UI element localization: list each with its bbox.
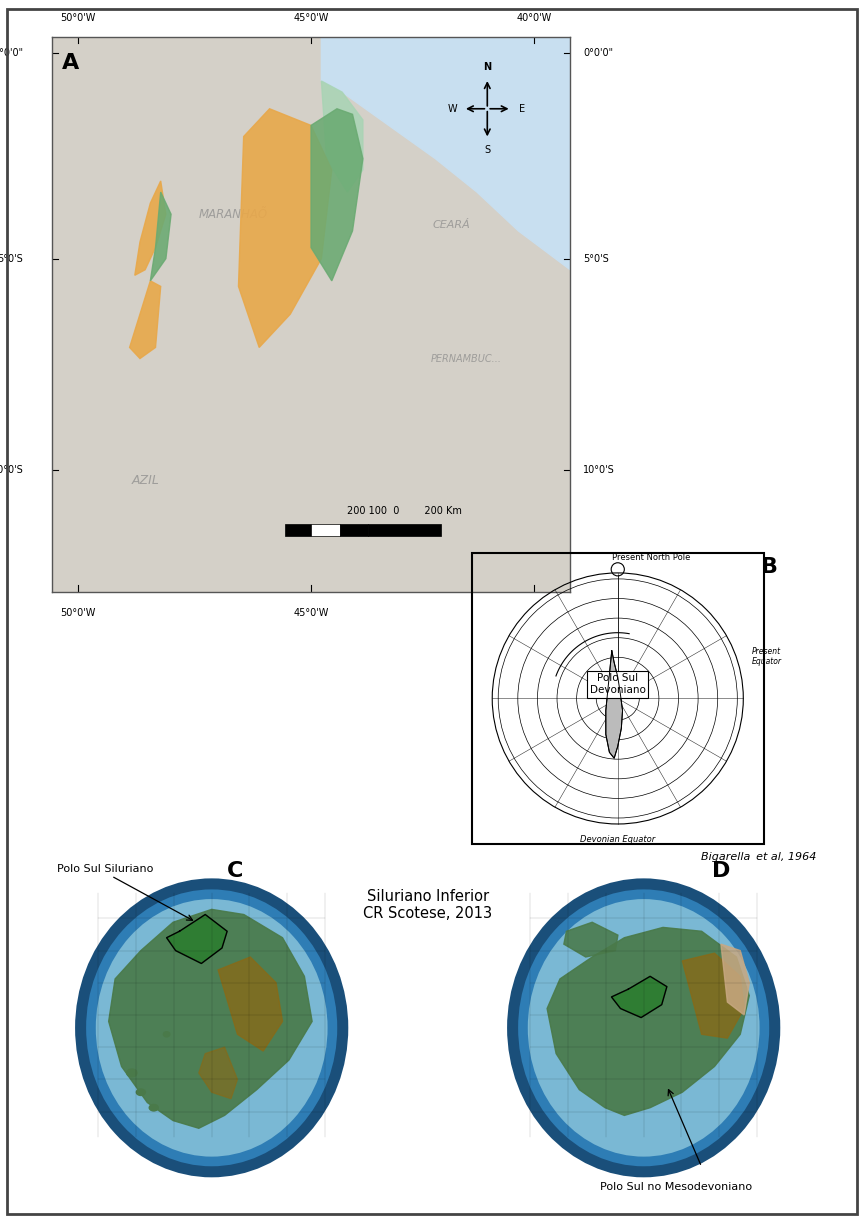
- Polygon shape: [683, 953, 744, 1038]
- Bar: [285, 523, 311, 537]
- Ellipse shape: [96, 899, 327, 1157]
- Polygon shape: [721, 944, 749, 1015]
- Ellipse shape: [149, 1104, 158, 1111]
- Text: Bigarella  et al, 1964: Bigarella et al, 1964: [701, 852, 816, 861]
- Text: D: D: [712, 861, 730, 881]
- Text: S: S: [484, 145, 491, 155]
- Text: MARANHAÕ: MARANHAÕ: [199, 207, 268, 221]
- Ellipse shape: [518, 889, 769, 1166]
- Text: CEARÁ: CEARÁ: [432, 221, 470, 231]
- Polygon shape: [321, 81, 363, 192]
- Polygon shape: [606, 650, 623, 759]
- Text: E: E: [519, 104, 525, 113]
- Text: 200 100  0        200 Km: 200 100 0 200 Km: [347, 506, 461, 516]
- Ellipse shape: [76, 880, 347, 1176]
- Polygon shape: [311, 109, 363, 281]
- Ellipse shape: [137, 1089, 145, 1096]
- Text: N: N: [483, 62, 492, 72]
- Ellipse shape: [127, 1069, 137, 1077]
- Bar: [368, 523, 441, 537]
- Text: W: W: [448, 104, 458, 113]
- Polygon shape: [547, 927, 749, 1115]
- Polygon shape: [135, 181, 166, 276]
- Text: Devonian Equator: Devonian Equator: [580, 834, 656, 844]
- Text: 40°0'W: 40°0'W: [517, 12, 551, 23]
- Text: 5°0'S: 5°0'S: [0, 254, 23, 264]
- Ellipse shape: [528, 899, 759, 1157]
- Text: 45°0'W: 45°0'W: [294, 12, 328, 23]
- Ellipse shape: [508, 880, 779, 1176]
- Text: 10°0'S: 10°0'S: [583, 465, 615, 475]
- Text: 0°0'0": 0°0'0": [0, 49, 23, 59]
- Text: Polo Sul Siluriano: Polo Sul Siluriano: [57, 865, 154, 875]
- Bar: [311, 523, 340, 537]
- Polygon shape: [238, 109, 332, 348]
- Ellipse shape: [86, 889, 337, 1166]
- Text: Present
Equator: Present Equator: [752, 647, 782, 666]
- Text: 50°0'W: 50°0'W: [60, 609, 95, 619]
- Polygon shape: [199, 1047, 238, 1099]
- Polygon shape: [321, 37, 570, 270]
- Polygon shape: [612, 976, 667, 1017]
- Text: A: A: [62, 54, 79, 73]
- Bar: [340, 523, 368, 537]
- Text: PERNAMBUC...: PERNAMBUC...: [431, 354, 502, 364]
- Polygon shape: [564, 922, 618, 956]
- Text: Present North Pole: Present North Pole: [612, 553, 690, 562]
- Text: AZIL: AZIL: [131, 475, 159, 487]
- Text: Polo Sul no Mesodevoniano: Polo Sul no Mesodevoniano: [600, 1182, 752, 1192]
- Text: 5°0'S: 5°0'S: [583, 254, 609, 264]
- Text: Polo Sul
Devoniano: Polo Sul Devoniano: [590, 673, 645, 695]
- Text: 10°0'S: 10°0'S: [0, 465, 23, 475]
- Text: 45°0'W: 45°0'W: [294, 609, 328, 619]
- Polygon shape: [150, 192, 171, 281]
- Polygon shape: [130, 281, 161, 359]
- Polygon shape: [109, 909, 312, 1128]
- Polygon shape: [167, 915, 227, 964]
- Text: 0°0'0": 0°0'0": [583, 49, 613, 59]
- Ellipse shape: [163, 1032, 170, 1037]
- Text: Siluriano Inferior
CR Scotese, 2013: Siluriano Inferior CR Scotese, 2013: [363, 889, 492, 921]
- Text: 50°0'W: 50°0'W: [60, 12, 95, 23]
- Text: C: C: [226, 861, 243, 881]
- Polygon shape: [218, 956, 283, 1050]
- Text: B: B: [761, 558, 778, 577]
